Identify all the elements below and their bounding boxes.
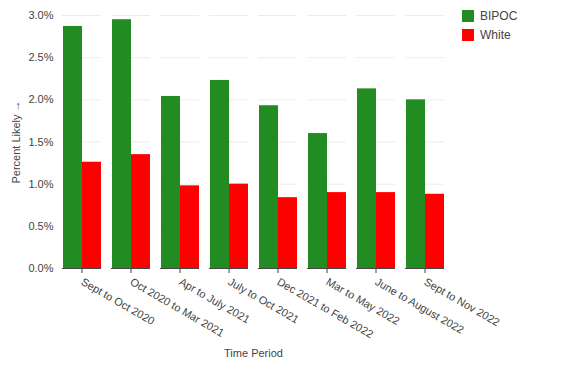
svg-text:0.0%: 0.0% — [28, 262, 53, 274]
svg-text:3.0%: 3.0% — [28, 9, 53, 21]
svg-text:June to August 2022: June to August 2022 — [373, 275, 466, 336]
svg-text:2.5%: 2.5% — [28, 51, 53, 63]
svg-text:Sept to Oct 2020: Sept to Oct 2020 — [79, 275, 157, 327]
svg-text:Time Period: Time Period — [224, 347, 283, 359]
svg-text:Mar to May 2022: Mar to May 2022 — [324, 275, 402, 327]
svg-text:2.0%: 2.0% — [28, 93, 53, 105]
svg-text:Oct 2020 to Mar 2021: Oct 2020 to Mar 2021 — [128, 275, 227, 339]
svg-text:0.5%: 0.5% — [28, 220, 53, 232]
html-text:White: White — [480, 27, 511, 42]
svg-text:Sept to Nov 2022: Sept to Nov 2022 — [422, 275, 502, 328]
svg-text:July to Oct 2021: July to Oct 2021 — [226, 275, 302, 326]
html-text:BIPOC: BIPOC — [480, 8, 518, 23]
svg-text:1.5%: 1.5% — [28, 136, 53, 148]
svg-text:Apr to July 2021: Apr to July 2021 — [177, 275, 253, 326]
svg-text:Dec 2021 to Feb 2022: Dec 2021 to Feb 2022 — [275, 275, 376, 341]
svg-text:Percent Likely →: Percent Likely → — [10, 100, 22, 183]
svg-text:1.0%: 1.0% — [28, 178, 53, 190]
